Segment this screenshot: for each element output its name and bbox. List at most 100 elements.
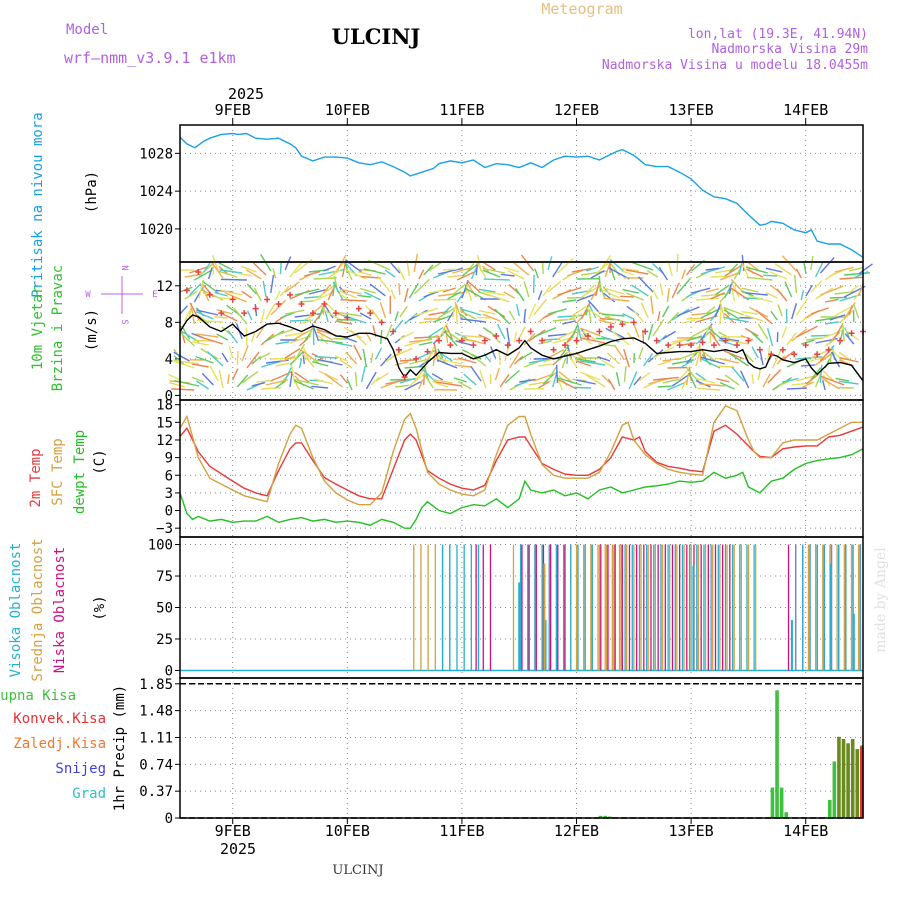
wind-barb	[607, 378, 616, 391]
wind-barb	[499, 374, 510, 388]
wind-barb	[709, 331, 721, 347]
compass-e: E	[152, 290, 157, 300]
wind-barb	[408, 282, 419, 299]
wind-barb	[256, 352, 271, 361]
gust-point	[367, 310, 374, 317]
wind-barb	[710, 292, 726, 300]
wind-barb	[719, 358, 740, 364]
wind-barb	[606, 352, 621, 365]
wind-barb	[334, 355, 348, 362]
wind-barb	[189, 283, 202, 296]
wind-barb	[801, 339, 815, 345]
gust-point	[481, 337, 488, 344]
gust-point	[584, 333, 591, 340]
footer-station: ULCINJ	[332, 863, 383, 878]
precip-bar	[603, 815, 607, 818]
precip-bar	[860, 746, 864, 818]
temperature-series-dewpt-temp	[179, 448, 864, 529]
wind-barb	[844, 333, 855, 345]
product-title: Meteogram	[541, 0, 622, 18]
gust-point	[390, 328, 397, 335]
wind-barb	[834, 324, 843, 339]
wind-barb	[580, 301, 591, 320]
model-elevation-label: Nadmorska Visina u modelu 18.0455m	[602, 58, 868, 73]
wind-barb	[437, 267, 463, 275]
wind-barb	[442, 305, 452, 315]
wind-barb	[518, 326, 526, 339]
wind-barb	[190, 307, 196, 325]
wind-barb	[470, 267, 478, 280]
top-date-label: 14FEB	[783, 101, 828, 119]
wind-barb	[700, 266, 726, 275]
wind-barb	[770, 310, 778, 321]
wind-barb	[562, 320, 576, 325]
gust-point	[527, 328, 534, 335]
gust-point	[802, 342, 809, 349]
wind-barb	[335, 320, 353, 325]
wind-ytick-label-2: 4	[165, 352, 173, 368]
wind-barb	[432, 380, 448, 388]
wind-barb	[774, 263, 793, 276]
wind-barb	[184, 309, 191, 322]
precip-bar	[775, 690, 779, 818]
wind-barb	[231, 368, 239, 381]
wind-barb	[498, 350, 501, 366]
wind-barb	[650, 295, 654, 315]
precip-bar	[846, 743, 850, 818]
wind-barb	[658, 266, 669, 281]
wind-barb	[346, 378, 353, 391]
wind-barb	[800, 381, 814, 389]
wind-barb	[363, 268, 386, 275]
wind-barb	[719, 337, 740, 342]
wind-barb	[640, 302, 649, 319]
wind-barb	[685, 264, 696, 276]
wind-barb	[494, 308, 511, 325]
wind-barb	[848, 285, 859, 294]
wind-barb	[409, 338, 433, 343]
wind-barb	[676, 277, 691, 295]
wind-barb	[575, 360, 592, 367]
wind-barb	[547, 348, 565, 359]
gust-point	[504, 342, 511, 349]
wind-barb	[746, 266, 768, 274]
precip-ytick-label-1: 1.48	[139, 704, 173, 720]
wind-barb	[245, 269, 262, 280]
wind-barb	[359, 312, 372, 320]
wind-barb	[793, 274, 798, 294]
wind-barb	[603, 292, 616, 303]
wind-barb	[377, 275, 391, 293]
wind-barb	[279, 285, 290, 297]
wind-barb	[657, 334, 667, 344]
precip-snow-label: Snijeg	[55, 761, 106, 777]
gust-point	[275, 301, 282, 308]
wind-barb	[228, 346, 234, 359]
wind-barb	[786, 332, 797, 346]
pressure-frame	[179, 124, 864, 263]
wind-barb	[528, 358, 552, 364]
wind-barb	[558, 370, 573, 383]
wind-barb	[299, 319, 313, 325]
wind-barb	[369, 283, 386, 297]
wind-barb	[767, 344, 771, 362]
wind-barb	[196, 311, 214, 320]
wind-barb	[667, 382, 685, 391]
wind-barb	[453, 377, 467, 383]
bottom-date-ticks: 9FEB 10FEB 11FEB 12FEB 13FEB 14FEB	[215, 818, 828, 840]
wind-barb	[724, 280, 734, 299]
wind-barb	[324, 373, 343, 388]
wind-barb	[830, 351, 841, 368]
wind-barb	[335, 342, 353, 347]
wind-barb	[834, 306, 851, 317]
gust-point	[447, 342, 454, 349]
compass-s: S	[119, 319, 129, 324]
temperature-ytick-label-4: 6	[165, 468, 173, 484]
wind-barb	[557, 378, 577, 390]
wind-barb	[681, 359, 693, 368]
wind-barb	[657, 311, 661, 322]
wind-barb	[294, 371, 310, 383]
wind-barb	[835, 377, 850, 382]
wind-barb	[504, 369, 520, 384]
wind-barb	[482, 269, 501, 278]
wind-barb	[173, 359, 200, 365]
